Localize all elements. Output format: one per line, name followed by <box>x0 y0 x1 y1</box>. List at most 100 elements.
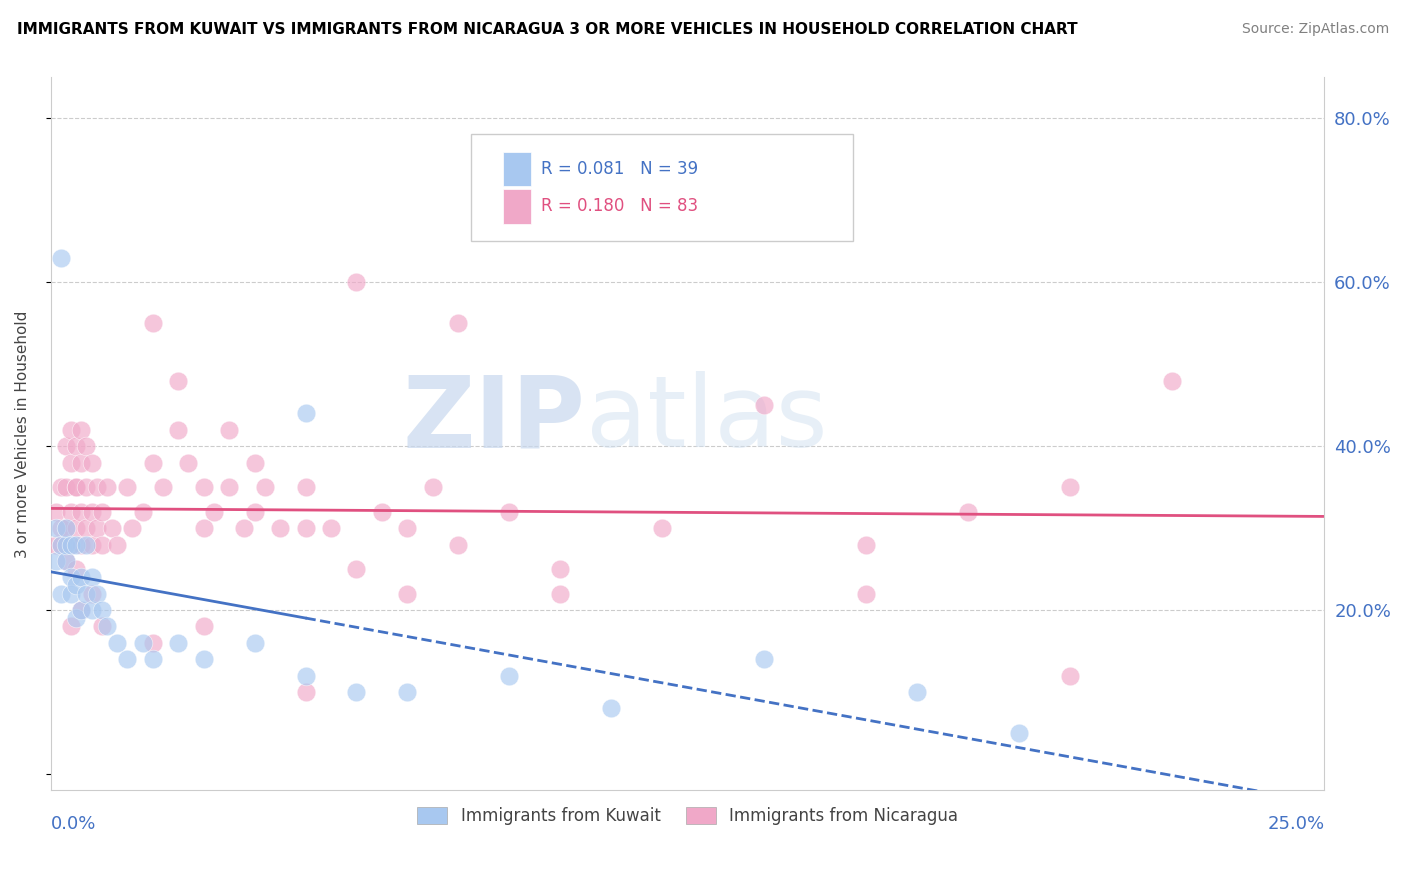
FancyBboxPatch shape <box>471 135 853 242</box>
Text: atlas: atlas <box>586 371 827 468</box>
Point <box>152 480 174 494</box>
Point <box>90 537 112 551</box>
Point <box>65 578 87 592</box>
Point <box>218 480 240 494</box>
Point <box>70 603 93 617</box>
Point <box>294 668 316 682</box>
Point <box>70 603 93 617</box>
Point <box>65 537 87 551</box>
Point <box>76 480 98 494</box>
Point <box>855 587 877 601</box>
Point <box>131 505 153 519</box>
Point <box>294 521 316 535</box>
Point <box>70 423 93 437</box>
Point <box>177 456 200 470</box>
Point <box>193 480 215 494</box>
Point <box>55 554 77 568</box>
Point <box>76 521 98 535</box>
Point <box>905 685 928 699</box>
Point <box>319 521 342 535</box>
Point <box>422 480 444 494</box>
Point <box>243 456 266 470</box>
Point <box>193 521 215 535</box>
Point <box>55 439 77 453</box>
Point <box>65 480 87 494</box>
Point <box>65 480 87 494</box>
Point <box>396 587 419 601</box>
Point <box>371 505 394 519</box>
Point <box>76 587 98 601</box>
Point <box>193 619 215 633</box>
Point <box>142 456 165 470</box>
Point <box>45 521 67 535</box>
Point <box>45 505 67 519</box>
Point <box>218 423 240 437</box>
Point <box>121 521 143 535</box>
Point <box>60 456 83 470</box>
Point <box>45 554 67 568</box>
Point <box>346 275 368 289</box>
Point <box>167 423 190 437</box>
Bar <box>503 189 531 224</box>
Point <box>193 652 215 666</box>
Point <box>65 611 87 625</box>
Point <box>70 537 93 551</box>
Point <box>76 537 98 551</box>
Point <box>752 398 775 412</box>
Point <box>167 636 190 650</box>
Point <box>60 587 83 601</box>
Point <box>60 423 83 437</box>
Point <box>70 570 93 584</box>
Point <box>548 562 571 576</box>
Point <box>49 537 72 551</box>
Legend: Immigrants from Kuwait, Immigrants from Nicaragua: Immigrants from Kuwait, Immigrants from … <box>411 800 965 832</box>
Point <box>243 505 266 519</box>
Point <box>70 505 93 519</box>
Point <box>1059 480 1081 494</box>
Point <box>49 251 72 265</box>
Point <box>86 521 108 535</box>
Point <box>45 537 67 551</box>
Point <box>90 619 112 633</box>
Point <box>49 587 72 601</box>
Point <box>55 537 77 551</box>
Point <box>447 537 470 551</box>
Point <box>49 480 72 494</box>
Point <box>49 521 72 535</box>
Point <box>60 570 83 584</box>
Point <box>243 636 266 650</box>
Point <box>396 685 419 699</box>
Point <box>294 685 316 699</box>
Text: R = 0.180   N = 83: R = 0.180 N = 83 <box>541 197 699 216</box>
Point <box>651 521 673 535</box>
Point <box>49 537 72 551</box>
Point <box>65 439 87 453</box>
Point <box>233 521 256 535</box>
Point <box>956 505 979 519</box>
Point <box>80 505 103 519</box>
Point <box>105 636 128 650</box>
Point <box>253 480 276 494</box>
Point <box>105 537 128 551</box>
Point <box>65 562 87 576</box>
Point <box>294 480 316 494</box>
Point <box>80 570 103 584</box>
Point <box>117 652 139 666</box>
Text: IMMIGRANTS FROM KUWAIT VS IMMIGRANTS FROM NICARAGUA 3 OR MORE VEHICLES IN HOUSEH: IMMIGRANTS FROM KUWAIT VS IMMIGRANTS FRO… <box>17 22 1077 37</box>
Bar <box>503 152 531 186</box>
Point <box>60 505 83 519</box>
Point <box>86 587 108 601</box>
Point <box>80 456 103 470</box>
Point <box>294 406 316 420</box>
Point <box>855 537 877 551</box>
Point <box>55 554 77 568</box>
Point <box>142 316 165 330</box>
Point <box>1059 668 1081 682</box>
Point <box>346 685 368 699</box>
Text: R = 0.081   N = 39: R = 0.081 N = 39 <box>541 160 699 178</box>
Point <box>55 480 77 494</box>
Point <box>142 636 165 650</box>
Point <box>60 619 83 633</box>
Text: Source: ZipAtlas.com: Source: ZipAtlas.com <box>1241 22 1389 37</box>
Point <box>548 587 571 601</box>
